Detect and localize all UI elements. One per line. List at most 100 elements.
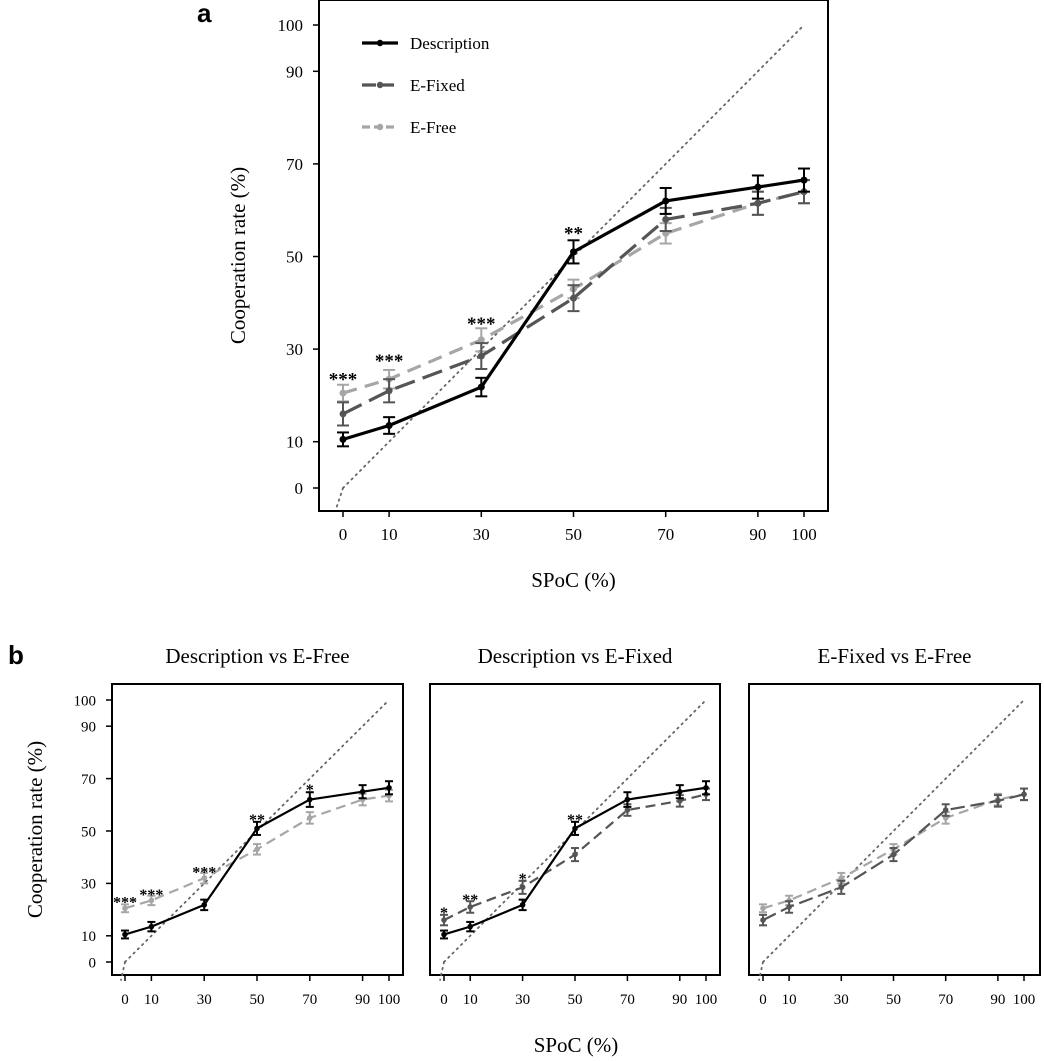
x-tick-label: 90	[990, 992, 1005, 1008]
series-description	[337, 167, 810, 448]
data-point	[838, 875, 845, 881]
panel-label: a	[197, 0, 212, 28]
y-tick-label: 10	[81, 929, 96, 945]
data-point	[519, 902, 526, 908]
data-point	[754, 183, 762, 191]
x-tick-label: 30	[515, 992, 530, 1008]
x-tick-label: 0	[121, 992, 129, 1008]
panel-title: Description vs E-Fixed	[478, 644, 673, 668]
x-tick-label: 90	[355, 992, 370, 1008]
data-point	[477, 336, 485, 344]
data-point	[307, 815, 313, 821]
x-tick-label: 100	[378, 992, 401, 1008]
x-tick-label: 70	[620, 992, 635, 1008]
series-description	[121, 780, 393, 940]
data-point	[800, 176, 808, 184]
x-tick-label: 0	[440, 992, 448, 1008]
panel-1: 0 10 30 50 70 90 100 0 10 30 50 70 90 100 Cooperation …	[197, 0, 829, 592]
y-tick-label: 70	[81, 772, 96, 788]
y-tick-label: 30	[286, 340, 303, 359]
y-tick-label: 30	[81, 877, 96, 893]
legend-entry: E-Fixed	[410, 76, 465, 95]
data-point	[838, 884, 845, 891]
data-point	[467, 904, 474, 910]
x-tick-label: 50	[565, 525, 582, 544]
data-point	[995, 798, 1001, 804]
data-point	[677, 788, 683, 795]
x-tick-label: 90	[672, 992, 687, 1008]
y-tick-label: 0	[89, 955, 97, 971]
data-point	[339, 389, 347, 397]
data-point	[201, 875, 207, 881]
data-point	[570, 294, 577, 302]
x-tick-label: 10	[144, 992, 159, 1008]
x-tick-label: 50	[250, 992, 265, 1008]
y-axis-label: Cooperation rate (%)	[226, 167, 250, 344]
data-point	[441, 917, 447, 923]
data-point	[201, 902, 207, 908]
diagonal-reference-line	[342, 24, 805, 489]
panel-title: E-Fixed vs E-Free	[818, 644, 972, 668]
data-point	[677, 798, 683, 804]
series-e-fixed	[759, 787, 1028, 927]
y-tick-label: 100	[278, 16, 304, 35]
y-tick-label: 50	[286, 247, 303, 266]
data-point	[122, 905, 128, 912]
panel-label: b	[8, 640, 24, 670]
significance-marker: *	[519, 871, 527, 888]
x-tick-label: 0	[339, 525, 348, 544]
x-tick-label: 50	[886, 992, 901, 1008]
series-e-free	[121, 788, 393, 914]
data-point	[1021, 791, 1027, 798]
x-tick-label: 30	[197, 992, 212, 1008]
significance-marker: ***	[467, 314, 496, 335]
x-tick-label: 70	[938, 992, 953, 1008]
legend-marker	[376, 123, 384, 131]
x-tick-label: 0	[759, 992, 767, 1008]
data-point	[519, 884, 526, 891]
series-e-fixed	[337, 179, 810, 427]
data-point	[148, 923, 155, 930]
data-point	[760, 917, 766, 923]
data-point	[385, 421, 393, 429]
series-line	[124, 786, 390, 936]
x-tick-label: 10	[463, 992, 478, 1008]
series-e-fixed	[440, 787, 710, 927]
panel-4: 0 10 30 50 70 90 100 E-Fixed vs E-Free	[748, 644, 1041, 1008]
data-point	[662, 197, 670, 205]
data-point	[339, 435, 347, 443]
x-tick-label: 30	[473, 525, 490, 544]
series-description	[440, 780, 710, 940]
y-tick-label: 0	[295, 479, 304, 498]
data-point	[385, 387, 393, 395]
data-point	[572, 825, 578, 832]
legend: Description E-Fixed E-Free	[362, 34, 490, 137]
x-axis-label: SPoC (%)	[534, 1033, 619, 1057]
data-point	[786, 904, 792, 910]
y-tick-label: 90	[286, 62, 303, 81]
data-point	[477, 383, 485, 391]
data-point	[890, 851, 897, 858]
plot-frame	[748, 683, 1041, 976]
data-point	[359, 788, 366, 795]
y-tick-label: 10	[286, 433, 303, 452]
x-tick-label: 10	[782, 992, 797, 1008]
significance-marker: ***	[375, 351, 404, 372]
data-point	[572, 851, 578, 858]
diagonal-reference-line	[762, 699, 1025, 963]
legend-marker	[376, 81, 384, 89]
data-point	[122, 931, 128, 938]
significance-marker: ***	[113, 895, 137, 912]
significance-marker: *	[440, 905, 448, 922]
data-point	[477, 352, 485, 360]
x-tick-label: 70	[302, 992, 317, 1008]
y-tick-label: 90	[81, 719, 96, 735]
data-point	[307, 796, 313, 803]
x-tick-label: 100	[1013, 992, 1036, 1008]
panel-2: 0 10 30 50 70 90 10001030507090100Cooperation …	[8, 640, 618, 1057]
y-tick-label: 70	[286, 155, 303, 174]
x-tick-label: 100	[791, 525, 817, 544]
legend-entry: Description	[410, 34, 490, 53]
data-point	[148, 897, 155, 904]
